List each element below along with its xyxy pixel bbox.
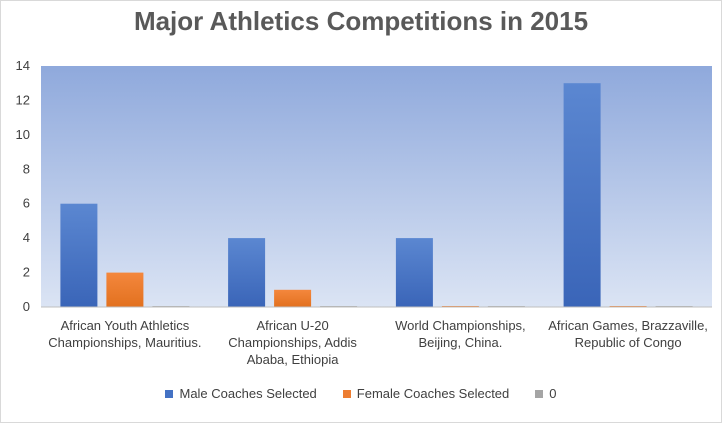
x-category-label: World Championships, bbox=[395, 318, 526, 333]
legend-swatch-zero bbox=[535, 389, 544, 398]
legend-item-zero: 0 bbox=[535, 386, 557, 401]
chart-title: Major Athletics Competitions in 2015 bbox=[133, 6, 589, 36]
legend-label-female: Female Coaches Selected bbox=[356, 386, 510, 401]
y-tick-label: 8 bbox=[23, 161, 30, 176]
legend-swatch-female bbox=[342, 389, 351, 398]
legend-label-zero: 0 bbox=[549, 386, 557, 401]
x-category-label: African Youth Athletics bbox=[61, 318, 190, 333]
x-category-label: Championships, Addis bbox=[228, 335, 357, 350]
bar-male-2 bbox=[395, 238, 433, 307]
x-category-label: Championships, Mauritius. bbox=[48, 335, 201, 350]
bar-female-1 bbox=[274, 289, 312, 307]
plot-area bbox=[41, 66, 712, 307]
legend-item-female: Female Coaches Selected bbox=[342, 386, 510, 401]
x-axis-labels: African Youth Athletics Championships, Ma… bbox=[48, 318, 708, 367]
bar-male-0 bbox=[60, 203, 98, 307]
y-tick-label: 14 bbox=[16, 58, 30, 73]
x-category-label: Beijing, China. bbox=[418, 335, 502, 350]
x-category-label: African U-20 bbox=[256, 318, 328, 333]
x-category-label: Republic of Congo bbox=[575, 335, 682, 350]
bar-female-0 bbox=[106, 272, 144, 307]
legend-label-male: Male Coaches Selected bbox=[179, 386, 317, 401]
y-tick-label: 2 bbox=[23, 265, 30, 280]
y-tick-label: 0 bbox=[23, 299, 30, 314]
y-tick-label: 10 bbox=[16, 127, 30, 142]
bars bbox=[60, 83, 693, 307]
y-axis: 0 2 4 6 8 10 12 14 bbox=[16, 58, 30, 314]
bar-male-1 bbox=[228, 238, 266, 307]
bar-male-3 bbox=[563, 83, 601, 307]
y-tick-label: 4 bbox=[23, 230, 30, 245]
y-tick-label: 12 bbox=[16, 92, 30, 107]
x-category-label: Ababa, Ethiopia bbox=[247, 352, 340, 367]
legend-swatch-male bbox=[165, 389, 174, 398]
x-category-label: African Games, Brazzaville, bbox=[548, 318, 708, 333]
legend-item-male: Male Coaches Selected bbox=[165, 386, 317, 401]
y-tick-label: 6 bbox=[23, 196, 30, 211]
legend: Male Coaches Selected Female Coaches Sel… bbox=[0, 386, 722, 401]
